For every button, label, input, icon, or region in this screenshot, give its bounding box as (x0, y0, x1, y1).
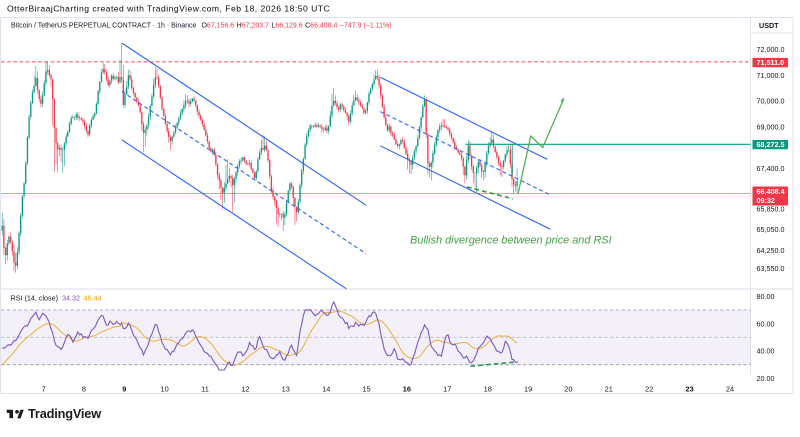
svg-text:19: 19 (524, 384, 532, 393)
svg-text:65,050.0: 65,050.0 (757, 225, 785, 234)
svg-text:22: 22 (645, 384, 653, 393)
svg-text:65,850.0: 65,850.0 (757, 204, 785, 213)
svg-text:16: 16 (403, 384, 411, 393)
svg-text:21: 21 (605, 384, 613, 393)
svg-text:69,000.0: 69,000.0 (757, 123, 785, 132)
svg-text:9: 9 (122, 384, 126, 393)
svg-text:67,400.0: 67,400.0 (757, 164, 785, 173)
svg-text:OtterBiraajCharting created wi: OtterBiraajCharting created with Trading… (7, 4, 330, 14)
svg-text:09:32: 09:32 (757, 196, 775, 205)
svg-text:70,000.0: 70,000.0 (757, 97, 785, 106)
svg-text:14: 14 (322, 384, 330, 393)
svg-text:10: 10 (160, 384, 168, 393)
svg-text:23: 23 (685, 384, 693, 393)
svg-text:80.00: 80.00 (757, 292, 775, 301)
svg-text:USDT: USDT (759, 21, 779, 30)
svg-text:15: 15 (362, 384, 370, 393)
svg-text:63,550.0: 63,550.0 (757, 264, 785, 273)
svg-text:64,250.0: 64,250.0 (757, 246, 785, 255)
svg-text:7: 7 (41, 384, 45, 393)
svg-text:60.00: 60.00 (757, 319, 775, 328)
svg-text:20: 20 (564, 384, 572, 393)
svg-text:68,272.5: 68,272.5 (757, 140, 785, 149)
svg-text:Bitcoin / TetherUS PERPETUAL C: Bitcoin / TetherUS PERPETUAL CONTRACT · … (11, 22, 392, 29)
svg-text:8: 8 (82, 384, 86, 393)
svg-text:71,511.0: 71,511.0 (757, 58, 785, 67)
svg-text:Bullish divergence between pri: Bullish divergence between price and RSI (410, 235, 612, 247)
svg-text:TradingView: TradingView (28, 406, 101, 421)
svg-text:40.00: 40.00 (757, 347, 775, 356)
svg-text:71,000.0: 71,000.0 (757, 71, 785, 80)
svg-text:72,000.0: 72,000.0 (757, 45, 785, 54)
svg-text:12: 12 (241, 384, 249, 393)
svg-text:66,408.4: 66,408.4 (757, 187, 785, 196)
svg-text:13: 13 (282, 384, 290, 393)
svg-text:17: 17 (443, 384, 451, 393)
svg-text:18: 18 (484, 384, 492, 393)
svg-text:11: 11 (201, 384, 209, 393)
svg-text:20.00: 20.00 (757, 374, 775, 383)
svg-text:24: 24 (726, 384, 734, 393)
